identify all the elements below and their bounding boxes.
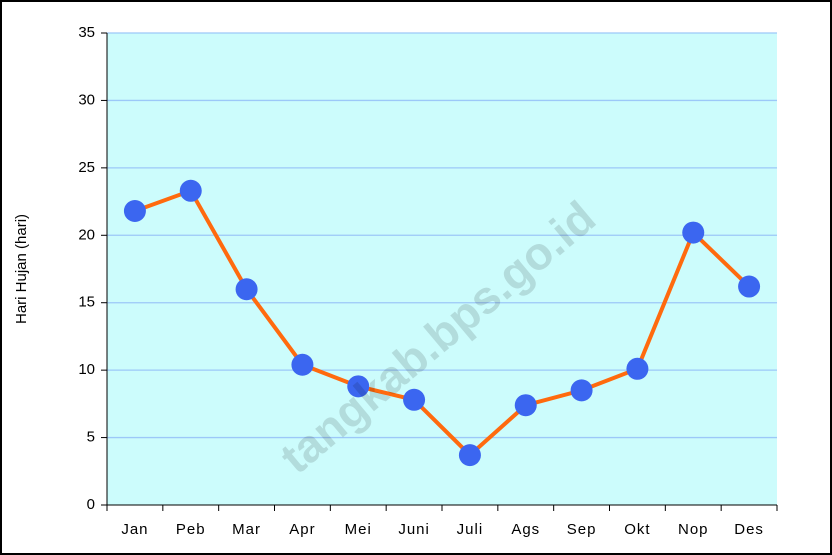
y-tick-label: 35: [78, 24, 95, 41]
x-tick-label: Jan: [121, 521, 148, 538]
y-tick-label: 10: [78, 361, 95, 378]
x-tick-label: Peb: [176, 521, 206, 538]
marker: [123, 200, 146, 223]
x-tick-label: Mei: [345, 521, 372, 538]
marker: [458, 444, 481, 467]
marker: [235, 278, 258, 301]
marker: [291, 353, 314, 376]
marker: [738, 275, 761, 298]
line: [134, 188, 751, 458]
marker: [514, 394, 537, 417]
x-tick-label: Nop: [678, 521, 709, 538]
marker: [179, 179, 202, 202]
x-tick-label: Des: [734, 521, 764, 538]
y-tick-label: 30: [78, 91, 95, 108]
x-tick-label: Ags: [511, 521, 540, 538]
x-tick-label: Juni: [398, 521, 430, 538]
marker: [570, 379, 593, 402]
x-tick-label: Okt: [624, 521, 650, 538]
marker: [682, 221, 705, 244]
marker: [403, 388, 426, 411]
x-tick-label: Sep: [567, 521, 597, 538]
x-tick-label: Apr: [289, 521, 315, 538]
y-tick-label: 20: [78, 226, 95, 243]
y-tick-label: 15: [78, 294, 95, 311]
marker: [626, 357, 649, 380]
y-axis-label: Hari Hujan (hari): [13, 214, 30, 324]
marker: [347, 375, 370, 398]
y-tick-label: 5: [87, 429, 95, 446]
y-tick-label: 25: [78, 159, 95, 176]
y-tick-label: 0: [87, 496, 95, 513]
x-tick-label: Mar: [232, 521, 261, 538]
x-tick-label: Juli: [457, 521, 484, 538]
